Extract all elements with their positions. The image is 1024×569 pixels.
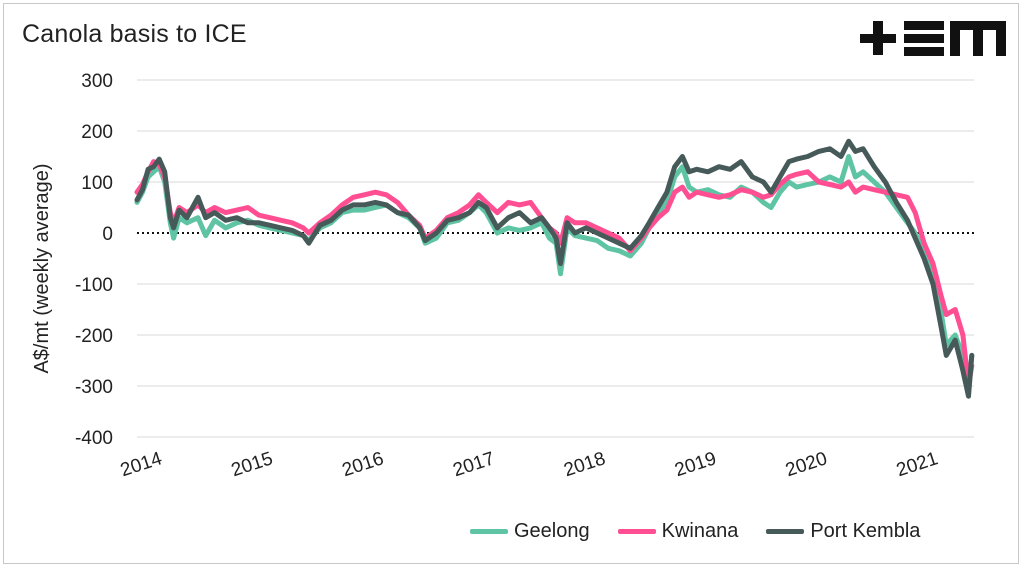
y-tick-label: -200 (75, 326, 113, 347)
legend: Geelong Kwinana Port Kembla (470, 520, 920, 543)
x-tick-label: 2017 (451, 448, 498, 481)
y-tick-label: 100 (81, 173, 113, 194)
y-tick-label: -100 (75, 275, 113, 296)
grid-lines (137, 79, 974, 438)
x-tick-label: 2019 (672, 448, 719, 481)
chart-title: Canola basis to ICE (22, 20, 247, 48)
y-tick-label: -300 (75, 377, 113, 398)
x-axis-ticks: 2014 2015 2016 2017 2018 2019 2020 2021 (118, 448, 941, 481)
legend-swatch (617, 529, 656, 534)
x-tick-label: 2021 (894, 448, 941, 481)
y-tick-label: 0 (102, 224, 113, 245)
tem-logo (860, 21, 1006, 56)
legend-item-geelong: Geelong (470, 520, 590, 543)
legend-swatch (470, 529, 508, 534)
legend-label: Port Kembla (810, 520, 921, 542)
legend-label: Geelong (514, 520, 590, 542)
y-axis-ticks: 300 200 100 0 -100 -200 -300 -400 (75, 71, 113, 449)
legend-item-port-kembla: Port Kembla (766, 520, 920, 543)
series-lines (134, 138, 975, 399)
y-tick-label: 200 (81, 122, 113, 143)
x-tick-label: 2015 (229, 448, 276, 481)
legend-label: Kwinana (661, 520, 739, 542)
series-line-geelong (134, 154, 975, 389)
series-line-port-kembla (134, 138, 975, 399)
y-tick-label: 300 (81, 71, 113, 92)
legend-item-kwinana: Kwinana (617, 520, 739, 543)
x-tick-label: 2014 (118, 448, 165, 481)
x-tick-label: 2016 (340, 448, 387, 481)
x-tick-label: 2020 (783, 448, 830, 481)
y-axis-label: A$/mt (weekly average) (31, 163, 53, 373)
x-tick-label: 2018 (561, 448, 608, 481)
series-line-kwinana (134, 159, 975, 389)
legend-swatch (766, 529, 805, 534)
y-tick-label: -400 (75, 428, 113, 449)
